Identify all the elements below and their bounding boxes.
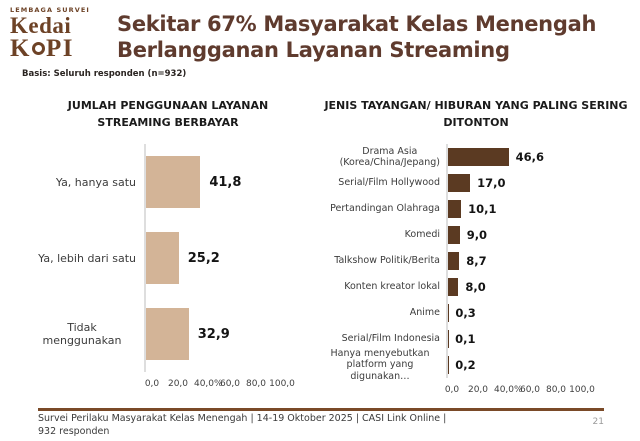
value-label: 41,8 [209,174,242,190]
axis-tick-label: 60,0 [219,379,241,389]
chart-row: Ya, lebih dari satu 25,2 [28,220,308,296]
chart-row: Serial/Film Indonesia 0,1 [320,326,632,352]
bar-track: 25,2 [144,220,308,296]
bar [448,174,471,192]
x-axis: 0,0 20,0 40,0 60,0 80,0 100,0% [145,379,308,392]
axis-tick-label: 40,0 [493,385,515,395]
category-label: Talkshow Politik/Berita [334,255,440,267]
chart-row: Talkshow Politik/Berita 8,7 [320,248,632,274]
value-label: 8,0 [465,280,486,294]
bar [448,148,509,166]
chart-row: Pertandingan Olahraga 10,1 [320,196,632,222]
bar-track: 17,0 [446,170,632,196]
axis-tick-label: 80,0 [545,385,567,395]
chart-row: Konten kreator lokal 8,0 [320,274,632,300]
footer-source: Survei Perilaku Masyarakat Kelas Menenga… [38,413,446,439]
page-title-line1: Sekitar 67% Masyarakat Kelas Menengah [117,12,597,36]
chart-title: JUMLAH PENGGUNAAN LAYANAN STREAMING BERB… [67,99,269,129]
coffee-cup-o-icon [31,42,45,56]
chart-content-types: JENIS TAYANGAN/ HIBURAN YANG PALING SERI… [320,98,632,398]
axis-tick-label: 20,0 [167,379,189,389]
axis-tick-label: 80,0 [245,379,267,389]
page-title: Sekitar 67% Masyarakat Kelas Menengah Be… [117,12,633,63]
x-axis: 0,0 20,0 40,0 60,0 80,0 100,0% [445,385,632,398]
category-label: Hanya menyebutkan platform yang digunaka… [330,347,430,382]
chart-row: Hanya menyebutkan platform yang digunaka… [320,348,632,382]
basis-note: Basis: Seluruh responden (n=932) [22,69,187,79]
bar-track: 0,2 [446,352,632,378]
logo-k: K [10,35,31,62]
logo-name-line1: Kedai [10,13,72,38]
chart-title: JENIS TAYANGAN/ HIBURAN YANG PALING SERI… [324,99,628,129]
footer-divider [38,408,604,411]
axis-tick-label: 40,0 [193,379,215,389]
category-label: Konten kreator lokal [344,281,440,293]
value-label: 25,2 [187,250,220,266]
bar [146,156,201,208]
footer-source-line1: Survei Perilaku Masyarakat Kelas Menenga… [38,413,447,424]
bar [146,308,189,360]
bar [448,278,459,296]
bar-track: 8,0 [446,274,632,300]
value-label: 10,1 [468,202,497,216]
bar [448,252,460,270]
category-label: Ya, lebih dari satu [38,251,136,265]
category-label: Anime [409,307,440,319]
axis-tick-label: 20,0 [467,385,489,395]
axis-tick-label: 100,0 [569,385,595,395]
bar-track: 9,0 [446,222,632,248]
chart-row: Drama Asia (Korea/China/Jepang) 46,6 [320,144,632,170]
logo-pi: PI [45,35,74,62]
chart-row: Anime 0,3 [320,300,632,326]
bar-track: 0,1 [446,326,632,352]
bar [146,232,179,284]
bar-track: 32,9 [144,296,308,372]
axis-tick-label: 0,0 [444,385,460,395]
category-label: Komedi [404,229,440,241]
category-label: Pertandingan Olahraga [330,203,440,215]
category-label: Serial/Film Indonesia [341,333,440,345]
bar-track: 0,3 [446,300,632,326]
chart-row: Tidak menggunakan 32,9 [28,296,308,372]
chart-row: Serial/Film Hollywood 17,0 [320,170,632,196]
bar-track: 46,6 [446,144,632,170]
value-label: 46,6 [515,150,544,164]
value-label: 32,9 [197,326,230,342]
footer-source-line2: 932 responden [38,425,110,437]
page-title-line2: Berlangganan Layanan Streaming [117,37,510,62]
kedai-kopi-logo: LEMBAGA SURVEI Kedai K PI [10,6,112,61]
page-number: 21 [592,417,604,427]
axis-unit-label: % [514,385,523,395]
axis-tick-label: 60,0 [519,385,541,395]
category-label: Tidak menggunakan [42,321,122,347]
chart-rows: Ya, hanya satu 41,8 Ya, lebih dari satu 25,… [28,144,308,372]
axis-tick-label: 100,0 [269,379,295,389]
category-label: Ya, hanya satu [55,175,136,189]
logo-tagline: LEMBAGA SURVEI [10,6,90,14]
bar-track: 41,8 [144,144,308,220]
axis-tick-label: 0,0 [144,379,160,389]
category-label: Serial/Film Hollywood [338,177,440,189]
bar-track: 10,1 [446,196,632,222]
value-label: 9,0 [466,228,488,242]
bar [448,200,462,218]
value-label: 0,1 [455,332,476,346]
category-label: Drama Asia (Korea/China/Jepang) [339,145,440,168]
bar [448,226,460,244]
axis-unit-label: % [214,379,223,389]
chart-row: Komedi 9,0 [320,222,632,248]
chart-row: Ya, hanya satu 41,8 [28,144,308,220]
value-label: 17,0 [477,176,506,190]
value-label: 0,3 [455,306,476,320]
value-label: 8,7 [466,254,487,268]
bar-track: 8,7 [446,248,632,274]
logo-name-line2: K PI [10,35,112,62]
value-label: 0,2 [455,358,476,372]
chart-rows: Drama Asia (Korea/China/Jepang) 46,6 Seria… [320,144,632,382]
chart-streaming-usage: JUMLAH PENGGUNAAN LAYANAN STREAMING BERB… [28,98,308,392]
